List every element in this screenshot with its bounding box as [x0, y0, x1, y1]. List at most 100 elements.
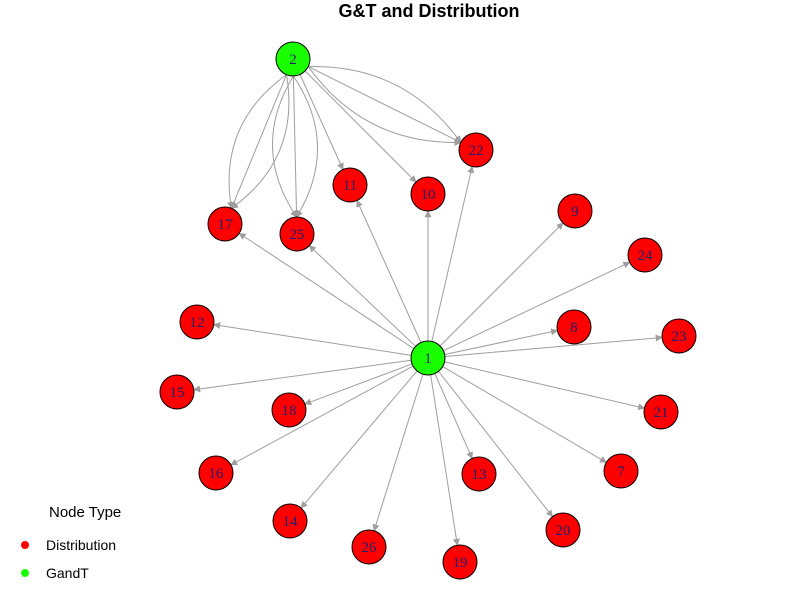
edge-1-22: [431, 165, 475, 342]
node-label: 7: [617, 464, 625, 480]
node-23[interactable]: 23: [661, 318, 697, 354]
legend-dot-gandt: [21, 569, 29, 577]
edge-2-10: [304, 70, 417, 183]
node-circle: [272, 503, 308, 539]
node-circle: [442, 544, 478, 580]
legend-label-gandt: GandT: [46, 565, 89, 581]
node-label: 19: [453, 555, 468, 571]
node-label: 9: [571, 204, 579, 220]
edge-layer: [193, 66, 663, 546]
node-26[interactable]: 26: [351, 529, 387, 565]
edge-2-25: [292, 75, 300, 218]
legend-title: Node Type: [49, 504, 121, 521]
node-label: 20: [556, 523, 571, 539]
edge-1-17: [238, 232, 415, 350]
node-label: 1: [424, 351, 432, 367]
edge-1-7: [442, 366, 607, 463]
node-circle: [207, 206, 243, 242]
edge-1-11: [356, 199, 422, 343]
node-21[interactable]: 21: [643, 394, 679, 430]
node-circle: [627, 237, 663, 273]
node-16[interactable]: 16: [198, 455, 234, 491]
node-label: 22: [469, 143, 484, 159]
edge-1-16: [230, 365, 414, 466]
node-10[interactable]: 10: [410, 176, 446, 212]
edge-2-17: [230, 74, 287, 209]
node-circle: [198, 455, 234, 491]
node-17[interactable]: 17: [207, 206, 243, 242]
legend-label-distribution: Distribution: [46, 537, 116, 553]
node-label: 2: [289, 52, 297, 68]
node-label: 10: [421, 187, 436, 203]
edge-1-25: [308, 245, 416, 347]
node-13[interactable]: 13: [461, 456, 497, 492]
edge-1-14: [300, 370, 418, 509]
node-circle: [458, 132, 494, 168]
node-1[interactable]: 1: [410, 340, 446, 376]
node-15[interactable]: 15: [159, 374, 195, 410]
node-11[interactable]: 11: [332, 167, 368, 203]
node-8[interactable]: 8: [556, 309, 592, 345]
node-label: 15: [170, 385, 185, 401]
node-label: 16: [209, 466, 225, 482]
node-circle: [557, 193, 593, 229]
node-circle: [179, 304, 215, 340]
edge-1-12: [213, 322, 412, 356]
edge-1-26: [372, 374, 424, 532]
node-label: 11: [343, 178, 357, 194]
edge-1-20: [438, 371, 553, 518]
node-circle: [661, 318, 697, 354]
node-25[interactable]: 25: [279, 216, 315, 252]
edge-1-19: [430, 374, 460, 546]
node-circle: [461, 456, 497, 492]
node-circle: [545, 512, 581, 548]
legend-dot-distribution: [21, 541, 29, 549]
node-label: 18: [282, 403, 297, 419]
edge-2-11: [299, 74, 344, 171]
node-label: 24: [638, 248, 654, 264]
edge-2-22: [307, 66, 462, 147]
edge-2-17: [230, 74, 290, 209]
node-circle: [603, 453, 639, 489]
node-18[interactable]: 18: [271, 392, 307, 428]
node-7[interactable]: 7: [603, 453, 639, 489]
node-label: 8: [570, 320, 578, 336]
node-label: 17: [218, 217, 234, 233]
node-label: 26: [362, 540, 378, 556]
node-circle: [159, 374, 195, 410]
node-12[interactable]: 12: [179, 304, 215, 340]
edge-1-24: [443, 261, 631, 352]
node-20[interactable]: 20: [545, 512, 581, 548]
edge-1-13: [434, 373, 473, 460]
edge-2-22: [308, 66, 462, 143]
node-circle: [332, 167, 368, 203]
node-label: 25: [290, 227, 305, 243]
edge-2-17: [226, 74, 287, 209]
node-circle: [410, 340, 446, 376]
node-label: 13: [472, 467, 487, 483]
node-circle: [275, 41, 311, 77]
node-circle: [410, 176, 446, 212]
edge-1-21: [444, 361, 646, 411]
edge-1-15: [193, 359, 412, 393]
edge-2-25: [292, 75, 318, 218]
node-circle: [351, 529, 387, 565]
node-circle: [279, 216, 315, 252]
edge-1-8: [444, 328, 559, 355]
edge-2-25: [272, 75, 298, 218]
node-24[interactable]: 24: [627, 237, 663, 273]
node-19[interactable]: 19: [442, 544, 478, 580]
node-label: 12: [190, 315, 205, 331]
edge-2-22: [307, 66, 462, 143]
node-label: 21: [654, 405, 669, 421]
legend: Node Type Distribution GandT: [21, 504, 121, 581]
edge-1-18: [304, 363, 413, 406]
node-14[interactable]: 14: [272, 503, 308, 539]
edge-1-9: [439, 222, 564, 347]
node-label: 14: [283, 514, 299, 530]
node-2[interactable]: 2: [275, 41, 311, 77]
node-9[interactable]: 9: [557, 193, 593, 229]
node-22[interactable]: 22: [458, 132, 494, 168]
